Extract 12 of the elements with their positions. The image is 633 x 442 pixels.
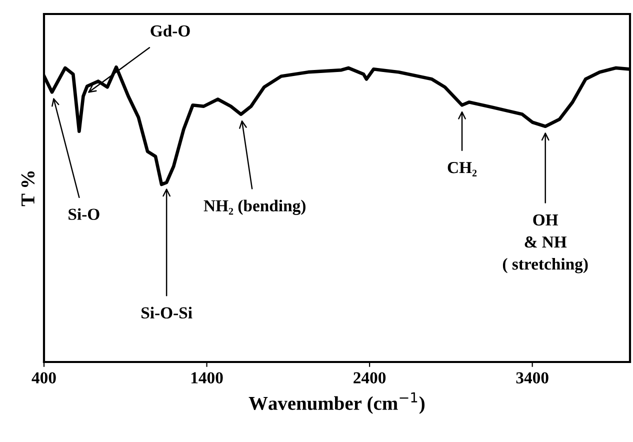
x-axis-title: Wavenumber (cm$^{−1}$) <box>248 392 425 414</box>
annotation: Si-O-Si <box>142 306 192 319</box>
y-axis-title: T % <box>21 171 35 206</box>
x-tick-label: 1400 <box>191 372 223 384</box>
annotation: Gd-O <box>150 24 190 37</box>
x-tick-label: 400 <box>32 372 56 384</box>
x-tick-label: 3400 <box>516 372 548 384</box>
annotation: Si-O <box>68 208 100 220</box>
annotation: NH₂ (bending) <box>204 200 306 215</box>
x-tick-label: 2400 <box>354 372 386 384</box>
annotation: OH & NH ( stretching) <box>502 214 588 274</box>
annotation: CH₂ <box>448 162 477 176</box>
